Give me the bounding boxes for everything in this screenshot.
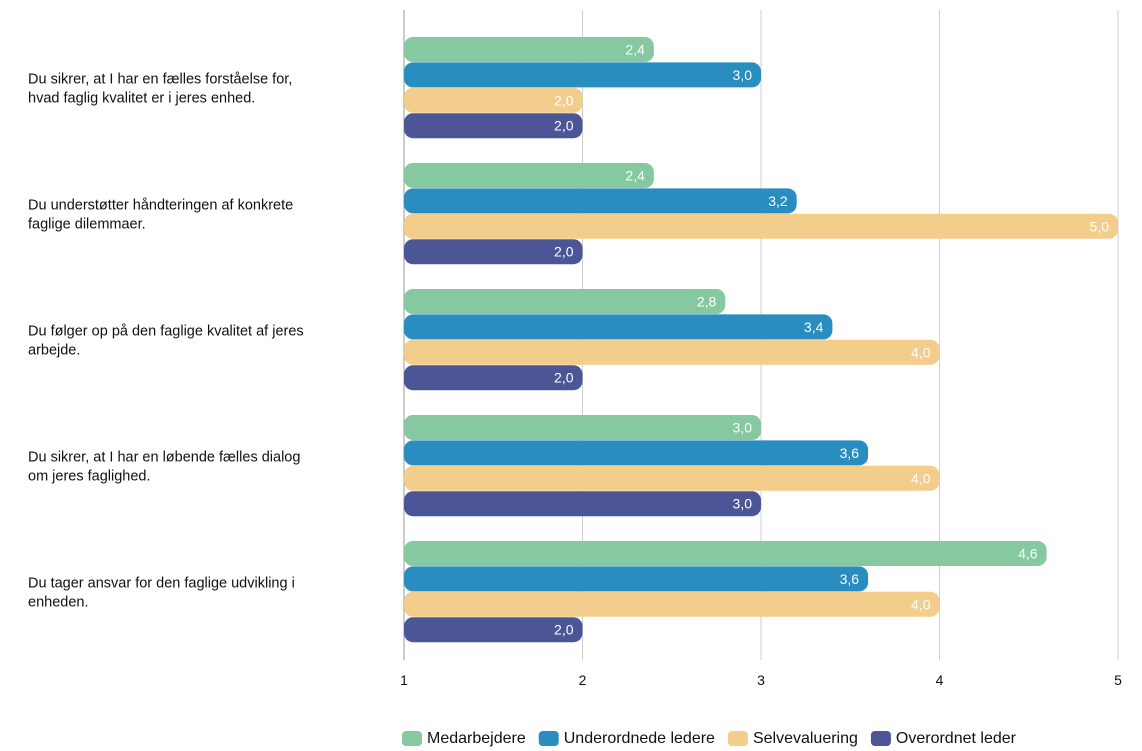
legend-swatch (727, 731, 748, 746)
category-label: faglige dilemmaer. (28, 216, 146, 232)
bar (404, 365, 583, 391)
category-label: arbejde. (28, 342, 80, 358)
bar-value-label: 3,2 (768, 193, 788, 209)
legend-item-label: Medarbejdere (427, 730, 526, 747)
bar (404, 465, 940, 491)
bar-value-label: 4,6 (1018, 546, 1038, 562)
bar (404, 566, 869, 592)
bar-value-label: 4,0 (911, 344, 931, 360)
bar (404, 37, 654, 62)
bar-value-label: 3,6 (840, 571, 860, 587)
category-label: Du sikrer, at I har en fælles forståelse… (28, 71, 292, 87)
x-tick-label: 2 (579, 672, 587, 688)
x-tick-label: 3 (757, 672, 765, 688)
bar (404, 87, 583, 113)
bar-value-label: 4,0 (911, 596, 931, 612)
category-label: Du tager ansvar for den faglige udviklin… (28, 575, 295, 591)
bar-value-label: 5,0 (1090, 218, 1110, 234)
legend: Medarbejdere Underordnede ledere Selvevalu… (402, 730, 1017, 747)
bar (404, 314, 833, 340)
bar-value-label: 3,0 (733, 420, 753, 436)
bar-value-label: 4,0 (911, 470, 931, 486)
legend-swatch (870, 731, 891, 746)
bar-value-label: 2,0 (554, 118, 574, 134)
x-tick-label: 5 (1114, 672, 1122, 688)
x-tick-label: 1 (400, 672, 408, 688)
bars: 2,4 3,0 2,0 2,0 2,4 3,2 5,0 2,0 2,8 3,4 4,0 2,0 3,0 3… (404, 37, 1118, 643)
bar-value-label: 3,4 (804, 319, 824, 335)
bar (404, 415, 761, 440)
x-axis-ticks: 1 2 3 4 5 (400, 672, 1122, 688)
legend-item-label: Selvevaluering (753, 730, 858, 747)
bar-value-label: 2,4 (625, 42, 645, 58)
bar (404, 213, 1118, 239)
category-labels: Du sikrer, at I har en fælles forståelse… (28, 71, 304, 610)
bar-value-label: 2,0 (554, 622, 574, 638)
bar (404, 440, 869, 466)
bar (404, 188, 797, 214)
category-label: Du følger op på den faglige kvalitet af … (28, 323, 304, 339)
bar-value-label: 3,0 (733, 496, 753, 512)
bar-value-label: 2,0 (554, 244, 574, 260)
bar (404, 339, 940, 365)
bar-value-label: 2,8 (697, 294, 717, 310)
bar (404, 113, 583, 139)
legend-swatch (402, 731, 422, 746)
bar (404, 62, 761, 88)
legend-item-label: Underordnede ledere (564, 730, 715, 747)
bar-value-label: 3,0 (733, 67, 753, 83)
category-label: enheden. (28, 594, 88, 610)
bar-value-label: 3,6 (840, 445, 860, 461)
bar-value-label: 2,0 (554, 92, 574, 108)
bar (404, 617, 583, 643)
category-label: Du sikrer, at I har en løbende fælles di… (28, 449, 300, 465)
bar (404, 163, 654, 188)
category-label: Du understøtter håndteringen af konkrete (28, 197, 293, 213)
bar (404, 239, 583, 265)
legend-item-label: Overordnet leder (896, 730, 1017, 747)
bar (404, 491, 761, 517)
x-tick-label: 4 (936, 672, 944, 688)
bar-value-label: 2,0 (554, 370, 574, 386)
bar (404, 591, 940, 617)
legend-swatch (538, 731, 559, 746)
bar-value-label: 2,4 (625, 168, 645, 184)
category-label: om jeres faglighed. (28, 468, 151, 484)
bar (404, 541, 1047, 566)
bar (404, 289, 726, 314)
category-label: hvad faglig kvalitet er i jeres enhed. (28, 90, 255, 106)
